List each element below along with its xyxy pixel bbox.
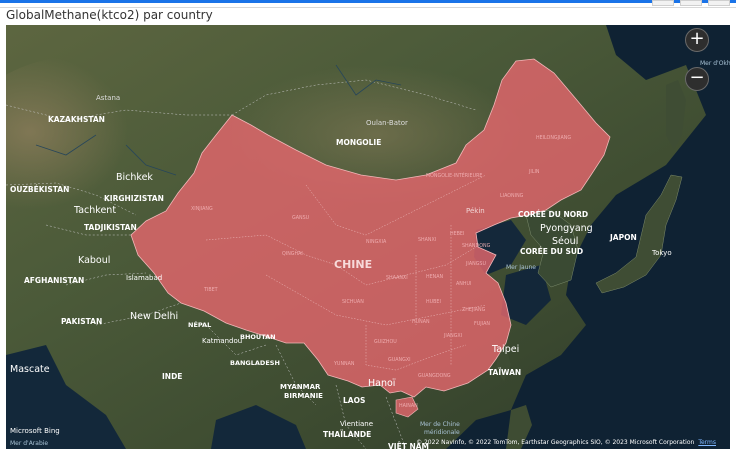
label-mer-arabie: Mer d'Arabie: [10, 440, 48, 447]
label-coree-sud: CORÉE DU SUD: [520, 247, 583, 256]
accent-strip: [0, 0, 736, 3]
label-vientiane: Vientiane: [340, 420, 373, 428]
label-laos: LAOS: [343, 396, 365, 405]
label-bhoutan: BHOUTAN: [240, 333, 276, 341]
label-jiangxi: JIANGXI: [443, 333, 462, 339]
label-kirghizistan: KIRGHIZISTAN: [104, 194, 164, 203]
label-ningxia: NINGXIA: [366, 239, 387, 245]
label-jiangsu: JIANGSU: [465, 261, 486, 267]
label-mer-jaune: Mer Jaune: [506, 264, 536, 271]
korea-land: [525, 209, 579, 288]
label-mascate: Mascate: [10, 364, 50, 375]
map-canvas[interactable]: KAZAKHSTAN MONGOLIE OUZBÉKISTAN KIRGHIZI…: [6, 25, 730, 449]
label-mer-okhotsk: Mer d'Okh: [700, 60, 730, 67]
zoom-in-button[interactable]: +: [685, 28, 709, 52]
rivers: [35, 64, 402, 176]
label-ouzbekistan: OUZBÉKISTAN: [10, 185, 69, 194]
label-tibet: TIBET: [203, 287, 218, 293]
label-islamabad: Islamabad: [126, 274, 162, 282]
label-yunnan: YUNNAN: [333, 361, 355, 367]
arabian-sea: [6, 345, 126, 449]
china-region[interactable]: [130, 58, 611, 398]
label-shanxi: SHANXI: [418, 237, 436, 243]
label-oulan-bator: Oulan-Bator: [366, 119, 408, 127]
visual-title: GlobalMethane(ktco2) par country: [6, 8, 213, 22]
label-kazakhstan: KAZAKHSTAN: [48, 115, 105, 124]
label-astana: Astana: [96, 94, 120, 102]
label-jilin: JILIN: [528, 169, 540, 175]
label-fujian: FUJIAN: [474, 321, 490, 327]
label-heilongjiang: HEILONGJIANG: [536, 135, 571, 141]
label-tadjikistan: TADJIKISTAN: [84, 223, 137, 232]
label-tachkent: Tachkent: [73, 205, 116, 216]
label-coree-nord: CORÉE DU NORD: [518, 210, 588, 219]
label-qinghai: QINGHAI: [282, 251, 303, 257]
sakhalin-land: [666, 80, 686, 150]
more-options-button[interactable]: [708, 0, 730, 6]
attribution-text: © 2022 NavInfo, © 2022 TomTom, Earthstar…: [416, 439, 695, 446]
label-shaanxi: SHAANXI: [386, 275, 408, 281]
label-mer-chine-2: méridionale: [424, 429, 460, 436]
label-seoul: Séoul: [552, 236, 578, 247]
label-nepal: NÉPAL: [188, 320, 211, 329]
window-top-bar: [0, 0, 736, 8]
label-vietnam: VIÊT NAM: [388, 442, 429, 449]
label-sichuan: SICHUAN: [342, 299, 364, 305]
label-myanmar: MYANMAR: [280, 383, 321, 391]
bing-logo: Microsoft Bing: [10, 427, 60, 435]
terms-link[interactable]: Terms: [698, 439, 716, 446]
label-thailande: THAÏLANDE: [323, 430, 371, 439]
filter-button[interactable]: [680, 0, 702, 6]
label-chine: CHINE: [334, 258, 372, 271]
label-bichkek: Bichkek: [116, 172, 153, 183]
label-mongolie: MONGOLIE: [336, 138, 381, 147]
label-mer-chine-1: Mer de Chine: [420, 421, 460, 428]
focus-mode-button[interactable]: [652, 0, 674, 6]
bay-of-bengal: [211, 405, 306, 449]
zoom-out-button[interactable]: −: [685, 67, 709, 91]
label-bangladesh: BANGLADESH: [230, 359, 280, 367]
label-new-delhi: New Delhi: [130, 311, 178, 322]
label-zhejiang: ZHEJIANG: [462, 307, 486, 313]
label-kaboul: Kaboul: [78, 255, 110, 266]
pacific-ocean: [446, 25, 730, 449]
label-birmanie: BIRMANIE: [284, 392, 323, 400]
taiwan-land: [496, 347, 511, 381]
province-borders: [205, 174, 487, 371]
label-hainan: HAINAN: [399, 403, 418, 409]
label-shandong: SHANDONG: [462, 243, 491, 249]
label-pyongyang: Pyongyang: [540, 223, 593, 234]
philippines-land: [506, 405, 532, 449]
label-afghanistan: AFGHANISTAN: [24, 276, 84, 285]
label-hebei: HEBEI: [450, 231, 464, 237]
label-hubei: HUBEI: [426, 299, 441, 305]
japan-land: [595, 174, 683, 294]
hainan-region[interactable]: [395, 396, 419, 418]
map-svg: KAZAKHSTAN MONGOLIE OUZBÉKISTAN KIRGHIZI…: [6, 25, 730, 449]
label-hunan: HUNAN: [412, 319, 430, 325]
label-taipei: Taipei: [491, 344, 519, 355]
label-anhui: ANHUI: [456, 281, 471, 287]
yellow-sea: [501, 265, 551, 325]
label-tokyo: Tokyo: [651, 249, 672, 257]
label-katmandou: Katmandou: [202, 337, 242, 345]
label-guangxi: GUANGXI: [388, 357, 411, 363]
label-pakistan: PAKISTAN: [61, 317, 102, 326]
label-xinjiang: XINJIANG: [191, 206, 213, 212]
bing-logo-text: Microsoft Bing: [10, 427, 60, 435]
label-taiwan: TAÏWAN: [488, 368, 521, 377]
label-mongolie-interieure: MONGOLIE-INTÉRIEURE: [426, 171, 482, 179]
label-hanoi: Hanoï: [368, 378, 396, 389]
map-attribution: © 2022 NavInfo, © 2022 TomTom, Earthstar…: [416, 439, 716, 446]
label-pekin: Pékin: [466, 207, 485, 215]
label-guangdong: GUANGDONG: [418, 373, 451, 379]
label-inde: INDE: [162, 372, 182, 381]
label-guizhou: GUIZHOU: [374, 339, 397, 345]
country-borders: [6, 79, 477, 449]
label-gansu: GANSU: [292, 215, 310, 221]
label-henan: HENAN: [426, 274, 444, 280]
label-liaoning: LIAONING: [500, 193, 524, 199]
label-japon: JAPON: [609, 233, 637, 242]
